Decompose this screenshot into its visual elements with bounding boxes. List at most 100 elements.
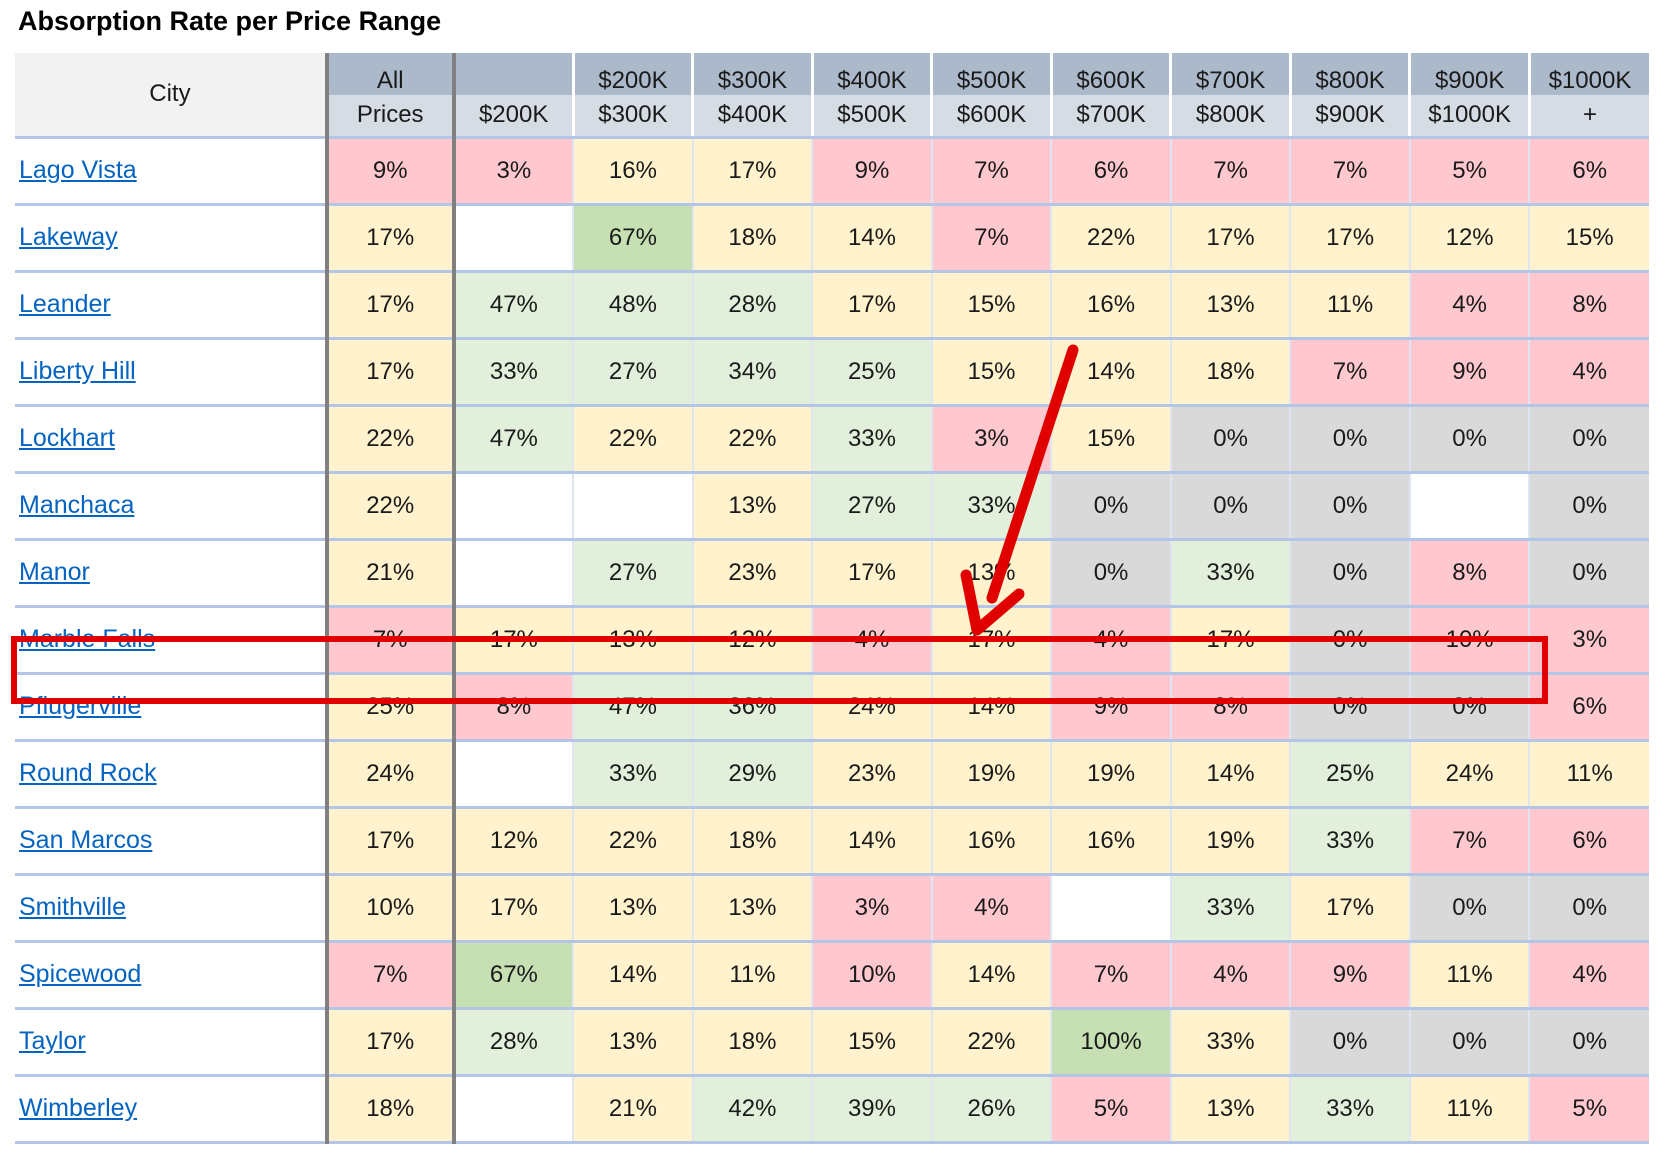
rate-cell: 6%	[1528, 673, 1649, 742]
rate-cell: 11%	[1408, 1075, 1530, 1144]
rate-cell	[451, 740, 574, 809]
rate-cell: 7%	[930, 204, 1052, 273]
rate-cell: 33%	[1169, 1008, 1291, 1077]
rate-cell: 48%	[572, 271, 693, 340]
rate-cell	[451, 204, 574, 273]
city-cell: San Marcos	[15, 807, 327, 876]
rate-cell: 36%	[691, 673, 813, 742]
rate-cell: 17%	[691, 137, 813, 206]
rate-cell: 13%	[1169, 271, 1291, 340]
rate-cell: 6%	[1528, 137, 1649, 206]
city-cell: Spicewood	[15, 941, 327, 1010]
city-link[interactable]: Lago Vista	[19, 156, 137, 184]
header-range-to-8: $900K	[1288, 95, 1410, 139]
rate-cell: 28%	[451, 1008, 574, 1077]
rate-cell: 16%	[572, 137, 693, 206]
rate-cell: 22%	[324, 405, 454, 474]
city-link[interactable]: Round Rock	[19, 759, 157, 787]
rate-cell: 33%	[1169, 539, 1291, 608]
header-range-from-0: All	[324, 53, 454, 95]
header-range-from-5: $500K	[930, 53, 1052, 95]
rate-cell: 9%	[324, 137, 454, 206]
rate-cell: 13%	[691, 472, 813, 541]
rate-cell: 7%	[1289, 338, 1410, 407]
city-column-header: City	[15, 53, 327, 139]
rate-cell: 4%	[1528, 941, 1649, 1010]
rate-cell: 14%	[811, 204, 932, 273]
rate-cell: 15%	[930, 271, 1052, 340]
rate-cell: 17%	[1289, 874, 1410, 943]
rate-cell: 0%	[1528, 874, 1649, 943]
rate-cell: 12%	[1408, 204, 1530, 273]
rate-cell: 0%	[1528, 472, 1649, 541]
header-range-to-2: $300K	[571, 95, 693, 139]
city-cell: Lockhart	[15, 405, 327, 474]
rate-cell: 0%	[1289, 472, 1410, 541]
city-link[interactable]: Leander	[19, 290, 111, 318]
rate-cell: 11%	[1528, 740, 1649, 809]
rate-cell: 11%	[691, 941, 813, 1010]
header-range-to-4: $500K	[810, 95, 932, 139]
city-link[interactable]: Lockhart	[19, 424, 115, 452]
rate-cell: 8%	[451, 673, 574, 742]
city-cell: Round Rock	[15, 740, 327, 809]
table-row: Pflugerville 25% 8% 47% 36% 24% 14% 9% 8% 0% 0% 6%	[15, 673, 1649, 742]
city-link[interactable]: Manor	[19, 558, 90, 586]
rate-cell: 17%	[324, 1008, 454, 1077]
header-range-to-10: +	[1527, 95, 1649, 139]
city-link[interactable]: Lakeway	[19, 223, 118, 251]
table-row: Manor 21% 27% 23% 17% 13% 0% 33% 0% 8% 0%	[15, 539, 1649, 608]
rate-cell: 11%	[1289, 271, 1410, 340]
city-link[interactable]: Liberty Hill	[19, 357, 136, 385]
rate-cell: 9%	[1408, 338, 1530, 407]
rate-cell: 15%	[811, 1008, 932, 1077]
rate-cell: 17%	[324, 271, 454, 340]
rate-cell: 26%	[930, 1075, 1052, 1144]
rate-cell: 28%	[691, 271, 813, 340]
rate-cell: 10%	[324, 874, 454, 943]
rate-cell: 10%	[811, 941, 932, 1010]
rate-cell: 17%	[324, 807, 454, 876]
rate-cell: 0%	[1408, 874, 1530, 943]
rate-cell: 24%	[811, 673, 932, 742]
rate-cell: 14%	[930, 673, 1052, 742]
rate-cell: 15%	[930, 338, 1052, 407]
city-cell: Lakeway	[15, 204, 327, 273]
header-row-1: City All $200K $300K $400K $500K $600K $700K $8…	[15, 53, 1649, 139]
rate-cell: 24%	[324, 740, 454, 809]
rate-cell: 21%	[572, 1075, 693, 1144]
rate-cell: 6%	[1050, 137, 1171, 206]
rate-cell: 4%	[930, 874, 1052, 943]
city-cell: Leander	[15, 271, 327, 340]
city-link[interactable]: San Marcos	[19, 826, 153, 854]
rate-cell: 19%	[1050, 740, 1171, 809]
header-row-2: Prices $200K $300K $400K $500K $600K $700K $800…	[15, 95, 1649, 139]
table-row: Lago Vista 9% 3% 16% 17% 9% 7% 6% 7% 7% 5% 6%	[15, 137, 1649, 206]
rate-cell: 0%	[1408, 673, 1530, 742]
city-link[interactable]: Smithville	[19, 893, 126, 921]
rate-cell: 33%	[451, 338, 574, 407]
city-link[interactable]: Spicewood	[19, 960, 142, 988]
city-link[interactable]: Pflugerville	[19, 692, 142, 720]
table-row: Manchaca 22% 13% 27% 33% 0% 0% 0% 0%	[15, 472, 1649, 541]
header-range-from-4: $400K	[810, 53, 932, 95]
rate-cell: 14%	[1050, 338, 1171, 407]
rate-cell: 7%	[1408, 807, 1530, 876]
rate-cell: 22%	[572, 807, 693, 876]
rate-cell: 16%	[1050, 807, 1171, 876]
header-range-from-10: $1000K	[1527, 53, 1649, 95]
rate-cell: 23%	[691, 539, 813, 608]
city-link[interactable]: Manchaca	[19, 491, 135, 519]
city-link[interactable]: Taylor	[19, 1027, 86, 1055]
rate-cell: 0%	[1528, 539, 1649, 608]
rate-cell: 13%	[572, 874, 693, 943]
rate-cell: 13%	[572, 1008, 693, 1077]
city-link[interactable]: Wimberley	[19, 1094, 138, 1122]
header-range-from-8: $800K	[1288, 53, 1410, 95]
header-range-from-7: $700K	[1169, 53, 1291, 95]
rate-cell: 33%	[572, 740, 693, 809]
rate-cell	[1408, 472, 1530, 541]
header-range-from-2: $200K	[571, 53, 693, 95]
rate-cell: 22%	[930, 1008, 1052, 1077]
rate-cell: 14%	[1169, 740, 1291, 809]
